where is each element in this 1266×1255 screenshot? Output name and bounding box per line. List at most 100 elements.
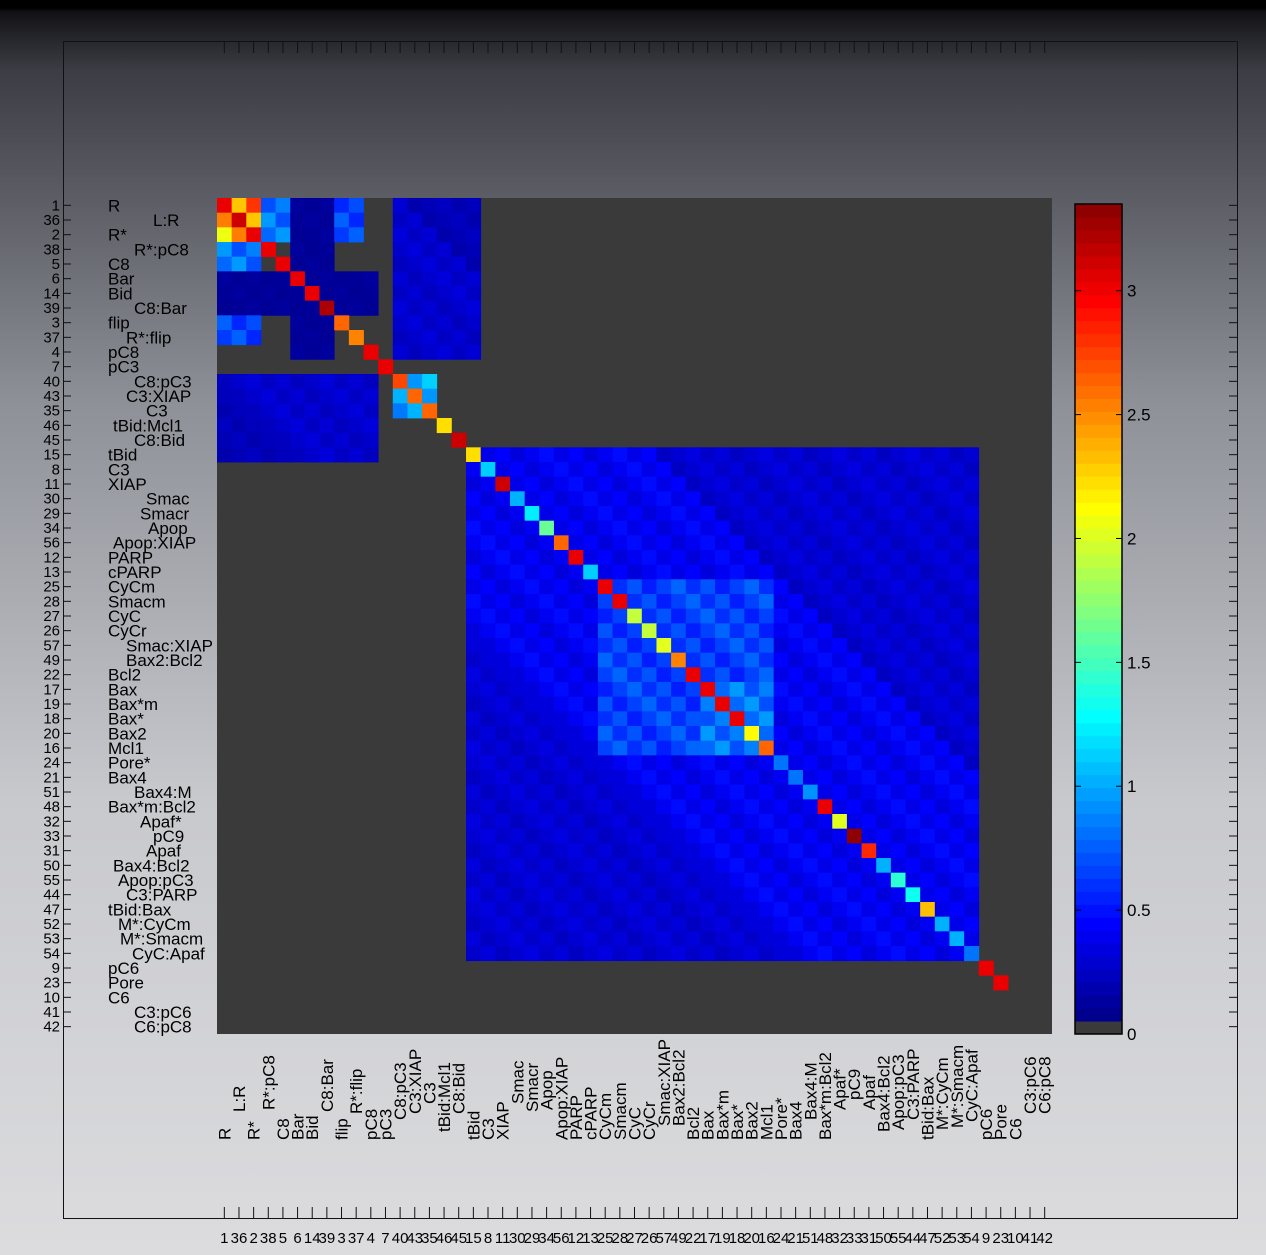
heatmap-cell — [920, 579, 936, 595]
heatmap-cell — [817, 887, 833, 903]
heatmap-cell — [817, 814, 833, 830]
heatmap-cell — [363, 403, 379, 419]
heatmap-cell — [656, 594, 672, 610]
colorbar-step — [1075, 696, 1122, 711]
heatmap-cell — [817, 462, 833, 478]
heatmap-cell — [656, 652, 672, 668]
heatmap-cell — [539, 608, 555, 624]
heatmap-cell — [524, 682, 540, 698]
heatmap-cell — [422, 374, 438, 390]
heatmap-cell — [495, 447, 511, 463]
row-label: C6:pC8 — [134, 1018, 192, 1037]
heatmap-cell — [890, 902, 906, 918]
heatmap-cell — [553, 711, 569, 727]
heatmap-cell — [802, 843, 819, 859]
heatmap-cell — [246, 227, 262, 243]
heatmap-cell — [597, 858, 613, 874]
heatmap-cell — [363, 300, 379, 316]
heatmap-cell — [700, 579, 716, 595]
heatmap-cell — [876, 638, 892, 654]
heatmap-cell — [832, 667, 848, 683]
heatmap-cell — [671, 564, 687, 580]
column-label: C3 — [420, 1082, 439, 1104]
row-label: Bcl2 — [108, 666, 141, 685]
row-label: Apop:pC3 — [118, 871, 194, 890]
heatmap-cell — [934, 667, 950, 683]
heatmap-cell — [539, 550, 555, 566]
heatmap-cell — [729, 828, 745, 844]
heatmap-cell — [422, 212, 438, 228]
heatmap-cell — [348, 447, 364, 463]
heatmap-cell — [788, 711, 804, 727]
heatmap-cell — [304, 286, 320, 302]
heatmap-cell — [553, 946, 569, 962]
heatmap-cell — [685, 535, 701, 551]
heatmap-cell — [964, 858, 980, 874]
column-label: C6 — [1006, 1118, 1025, 1140]
heatmap-cell — [524, 887, 540, 903]
heatmap-cell — [671, 814, 687, 830]
heatmap-cell — [890, 638, 906, 654]
heatmap-cell — [597, 946, 613, 962]
heatmap-cell — [583, 520, 599, 536]
heatmap-cell — [744, 667, 760, 683]
heatmap-cell — [480, 755, 496, 771]
heatmap-cell — [451, 300, 467, 316]
heatmap-cell — [876, 858, 892, 874]
heatmap-cell — [759, 594, 775, 610]
row-label: pC3 — [108, 358, 139, 377]
row-index-label: 18 — [43, 711, 60, 728]
heatmap-cell — [480, 740, 496, 756]
heatmap-cell — [729, 535, 745, 551]
heatmap-cell — [612, 491, 628, 507]
heatmap-cell — [949, 608, 965, 624]
heatmap-cell — [832, 887, 848, 903]
col-index-label: 51 — [802, 1230, 819, 1247]
heatmap-cell — [905, 667, 921, 683]
heatmap-cell — [964, 755, 980, 771]
heatmap-cell — [260, 286, 276, 302]
heatmap-cell — [876, 872, 892, 888]
heatmap-cell — [729, 843, 745, 859]
heatmap-cell — [524, 579, 540, 595]
heatmap-cell — [671, 535, 687, 551]
heatmap-cell — [334, 403, 350, 419]
row-label: L:R — [153, 211, 179, 230]
heatmap-cell — [392, 271, 408, 287]
heatmap-cell — [788, 667, 804, 683]
heatmap-cell — [685, 740, 701, 756]
row-index-label: 25 — [43, 579, 60, 596]
heatmap-cell — [348, 388, 364, 404]
row-index-label: 2 — [52, 227, 60, 244]
heatmap-cell — [890, 770, 906, 786]
heatmap-cell — [641, 682, 657, 698]
heatmap-cell — [729, 652, 745, 668]
row-label: Bax4:M — [134, 783, 192, 802]
heatmap-cell — [495, 858, 511, 874]
heatmap-cell — [568, 902, 584, 918]
heatmap-cell — [802, 476, 819, 492]
heatmap-cell — [920, 667, 936, 683]
heatmap-cell — [524, 814, 540, 830]
heatmap-cell — [597, 740, 613, 756]
heatmap-cell — [744, 520, 760, 536]
heatmap-cell — [846, 799, 862, 815]
heatmap-cell — [773, 755, 789, 771]
heatmap-cell — [568, 887, 584, 903]
heatmap-cell — [671, 858, 687, 874]
left-axis: 1362385614393374740433546451581130293456… — [43, 197, 71, 1036]
heatmap-cell — [802, 770, 819, 786]
heatmap-cell — [641, 696, 657, 712]
column-label: CyC:Apaf — [962, 1049, 981, 1122]
heatmap-cell — [612, 447, 628, 463]
heatmap-cell — [553, 726, 569, 742]
heatmap-cell — [348, 374, 364, 390]
col-index-label: 52 — [934, 1230, 951, 1247]
heatmap-cell — [964, 506, 980, 522]
heatmap-cell — [509, 814, 526, 830]
heatmap-cell — [685, 550, 701, 566]
heatmap-cell — [802, 652, 819, 668]
heatmap-cell — [890, 652, 906, 668]
heatmap-cell — [759, 755, 775, 771]
heatmap-cell — [246, 388, 262, 404]
